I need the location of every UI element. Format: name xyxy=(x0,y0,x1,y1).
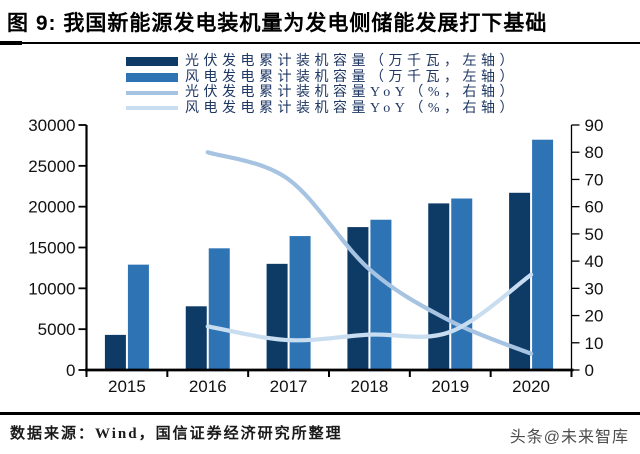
legend-label: 风电发电累计装机容量（万千瓦，左轴） xyxy=(185,69,518,85)
legend-item-wind-yoy: 风电发电累计装机容量YoY（%，右轴） xyxy=(126,101,518,117)
x-axis-category-label: 2017 xyxy=(270,377,308,396)
right-axis-tick-label: 90 xyxy=(585,116,604,135)
left-axis-tick-label: 10000 xyxy=(28,279,75,298)
right-axis-tick-label: 60 xyxy=(585,198,604,217)
watermark-text: 头条@未来智库 xyxy=(509,429,629,446)
bar-wind-2019 xyxy=(451,198,473,370)
left-axis-tick-label: 25000 xyxy=(28,157,75,176)
legend-swatch-pv-bar xyxy=(126,57,178,67)
bar-wind-2018 xyxy=(370,219,392,370)
bar-pv-2019 xyxy=(428,203,450,370)
data-source-text: 数据来源：Wind，国信证券经济研究所整理 xyxy=(10,426,343,442)
chart-legend: 光伏发电累计装机容量（万千瓦，左轴） 风电发电累计装机容量（万千瓦，左轴） 光伏… xyxy=(126,54,518,116)
bar-wind-2015 xyxy=(127,264,149,370)
left-axis-tick-label: 30000 xyxy=(28,116,75,135)
x-axis-category-label: 2019 xyxy=(431,377,469,396)
legend-swatch-pv-yoy-line xyxy=(126,90,178,95)
x-axis-category-label: 2018 xyxy=(351,377,389,396)
right-axis-tick-label: 40 xyxy=(585,252,604,271)
right-axis-tick-label: 80 xyxy=(585,143,604,162)
title-divider-accent xyxy=(0,41,22,45)
left-axis-tick-label: 15000 xyxy=(28,239,75,258)
line-wind-yoy xyxy=(205,272,534,343)
left-axis-tick-label: 0 xyxy=(66,361,75,380)
bar-pv-2017 xyxy=(266,263,288,370)
right-axis-tick-label: 50 xyxy=(585,225,604,244)
right-axis-tick-label: 30 xyxy=(585,279,604,298)
bar-wind-2017 xyxy=(289,236,311,370)
figure-title: 图 9: 我国新能源发电装机量为发电侧储能发展打下基础 xyxy=(7,12,548,35)
left-axis-tick-label: 20000 xyxy=(28,198,75,217)
title-divider xyxy=(0,42,640,44)
x-axis-category-label: 2016 xyxy=(189,377,227,396)
legend-label: 风电发电累计装机容量YoY（%，右轴） xyxy=(185,100,518,116)
bar-wind-2016 xyxy=(208,248,230,370)
footer-divider xyxy=(0,412,640,415)
bar-wind-2020 xyxy=(532,139,554,370)
legend-label: 光伏发电累计装机容量YoY（%，右轴） xyxy=(185,85,518,101)
x-axis-category-label: 2015 xyxy=(108,377,146,396)
bar-pv-2015 xyxy=(104,334,126,370)
legend-item-pv-yoy: 光伏发电累计装机容量YoY（%，右轴） xyxy=(126,85,518,101)
legend-swatch-wind-bar xyxy=(126,72,178,82)
line-pv-yoy xyxy=(205,150,534,356)
right-axis-tick-label: 70 xyxy=(585,170,604,189)
left-axis-tick-label: 5000 xyxy=(38,320,76,339)
legend-swatch-wind-yoy-line xyxy=(126,106,178,111)
legend-item-pv-capacity: 光伏发电累计装机容量（万千瓦，左轴） xyxy=(126,54,518,70)
right-axis-tick-label: 0 xyxy=(585,361,594,380)
x-axis-category-label: 2020 xyxy=(512,377,550,396)
right-axis-tick-label: 20 xyxy=(585,307,604,326)
legend-label: 光伏发电累计装机容量（万千瓦，左轴） xyxy=(185,54,518,70)
bar-pv-2016 xyxy=(185,306,207,370)
right-axis-tick-label: 10 xyxy=(585,334,604,353)
legend-item-wind-capacity: 风电发电累计装机容量（万千瓦，左轴） xyxy=(126,70,518,86)
